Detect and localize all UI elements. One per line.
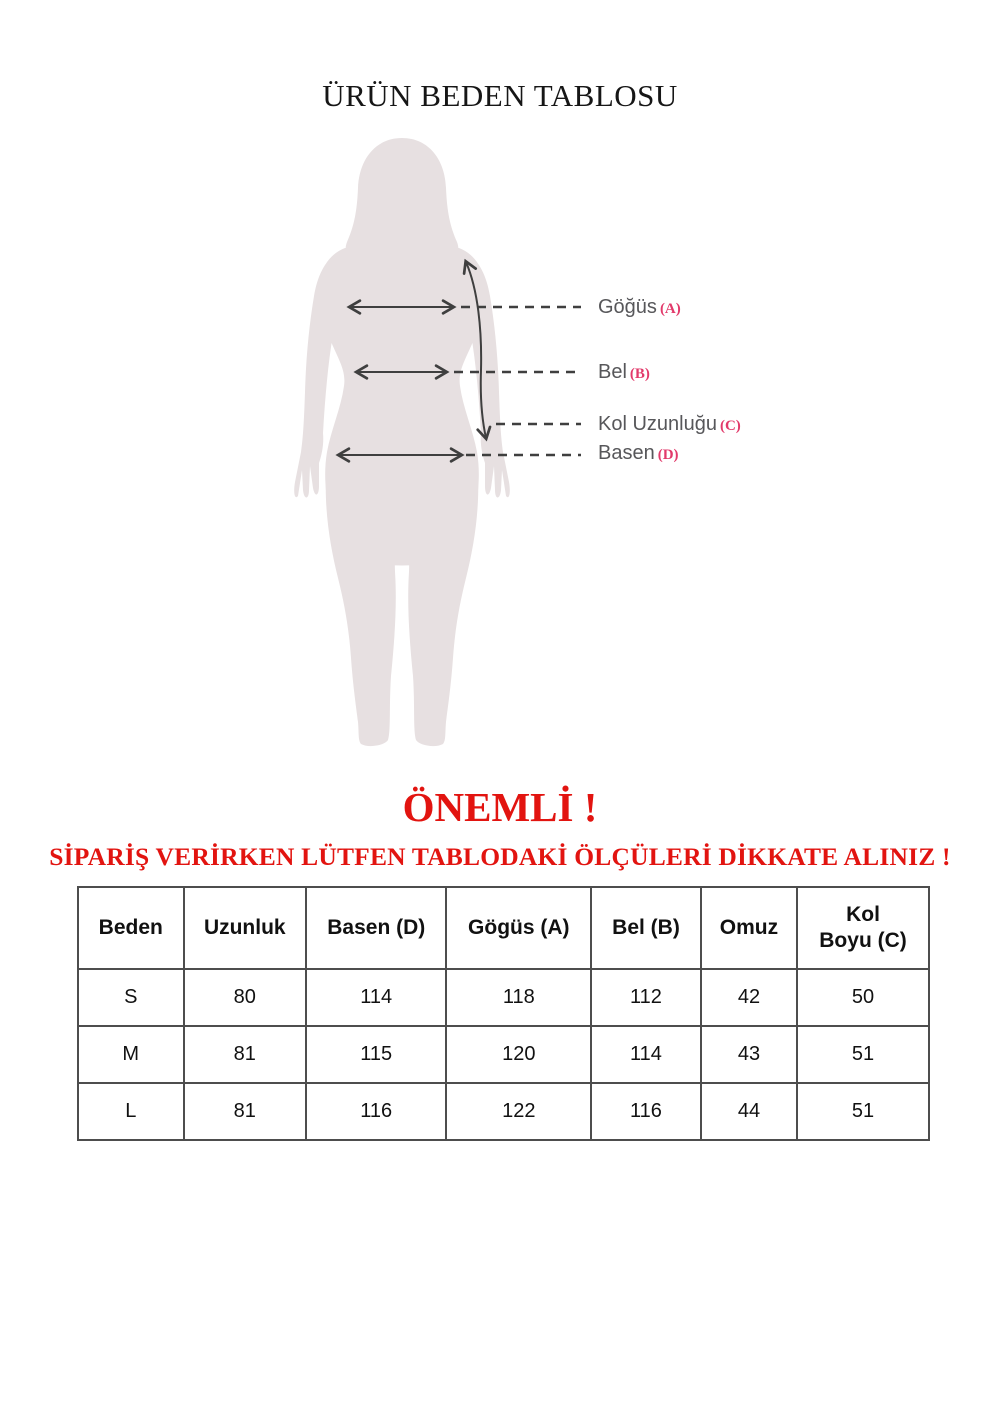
cell-m-beden: M (77, 1025, 185, 1084)
cell-l-beden: L (77, 1082, 185, 1141)
cell-l-gogus: 122 (445, 1082, 593, 1141)
label-arm-length-ref: (C) (719, 418, 741, 434)
cell-s-kol-boyu: 50 (796, 968, 930, 1027)
header-basen: Basen (D) (305, 886, 448, 970)
label-hip-ref: (D) (657, 447, 679, 463)
cell-m-gogus: 120 (445, 1025, 593, 1084)
cell-l-kol-boyu: 51 (796, 1082, 930, 1141)
header-bel: Bel (B) (590, 886, 702, 970)
cell-s-omuz: 42 (699, 968, 799, 1027)
measurement-arrows (335, 258, 492, 463)
silhouette-hair-head (345, 138, 459, 255)
table-row-size-m: M 81 115 120 114 43 51 (77, 1025, 930, 1084)
header-kol-boyu: Kol Boyu (C) (796, 886, 930, 970)
arm-length-arrow (462, 258, 492, 442)
cell-m-kol-boyu: 51 (796, 1025, 930, 1084)
cell-l-basen: 116 (305, 1082, 448, 1141)
label-arm-length: Kol Uzunluğu (C) (598, 412, 741, 438)
label-arm-length-text: Kol Uzunluğu (598, 413, 717, 435)
header-gogus: Gögüs (A) (445, 886, 593, 970)
cell-l-bel: 116 (590, 1082, 702, 1141)
cell-s-uzunluk: 80 (182, 968, 308, 1027)
label-hip: Basen (D) (598, 441, 679, 467)
body-diagram-svg (294, 138, 581, 747)
silhouette-right-leg (401, 460, 479, 747)
size-table: Beden Uzunluk Basen (D) Gögüs (A) Bel (B… (77, 886, 930, 1141)
cell-s-beden: S (77, 968, 185, 1027)
size-table-header-row: Beden Uzunluk Basen (D) Gögüs (A) Bel (B… (77, 886, 930, 970)
silhouette-left-arm (294, 250, 346, 498)
cell-s-bel: 112 (590, 968, 702, 1027)
header-kol-boyu-text: Kol Boyu (C) (819, 902, 907, 952)
cell-s-basen: 114 (305, 968, 448, 1027)
notice-heading: ÖNEMLİ ! (402, 784, 598, 830)
cell-s-gogus: 118 (445, 968, 593, 1027)
label-chest-ref: (A) (659, 301, 681, 317)
table-row-size-s: S 80 114 118 112 42 50 (77, 968, 930, 1027)
silhouette-left-leg (325, 460, 403, 747)
table-row-size-l: L 81 116 122 116 44 51 (77, 1082, 930, 1141)
page-title: ÜRÜN BEDEN TABLOSU (322, 78, 678, 113)
cell-l-omuz: 44 (699, 1082, 799, 1141)
label-chest: Göğüs (A) (598, 295, 681, 321)
label-waist-text: Bel (598, 361, 627, 383)
cell-m-basen: 115 (305, 1025, 448, 1084)
measurement-diagram (250, 130, 590, 770)
label-waist-ref: (B) (629, 366, 650, 382)
female-silhouette (294, 138, 510, 747)
cell-m-uzunluk: 81 (182, 1025, 308, 1084)
cell-m-omuz: 43 (699, 1025, 799, 1084)
header-uzunluk: Uzunluk (182, 886, 308, 970)
cell-l-uzunluk: 81 (182, 1082, 308, 1141)
header-beden: Beden (77, 886, 185, 970)
label-hip-text: Basen (598, 442, 655, 464)
label-waist: Bel (B) (598, 360, 650, 386)
label-chest-text: Göğüs (598, 296, 657, 318)
header-omuz: Omuz (699, 886, 799, 970)
cell-m-bel: 114 (590, 1025, 702, 1084)
leader-lines (454, 305, 581, 457)
notice-warning: SİPARİŞ VERİRKEN LÜTFEN TABLODAKİ ÖLÇÜLE… (49, 842, 951, 871)
